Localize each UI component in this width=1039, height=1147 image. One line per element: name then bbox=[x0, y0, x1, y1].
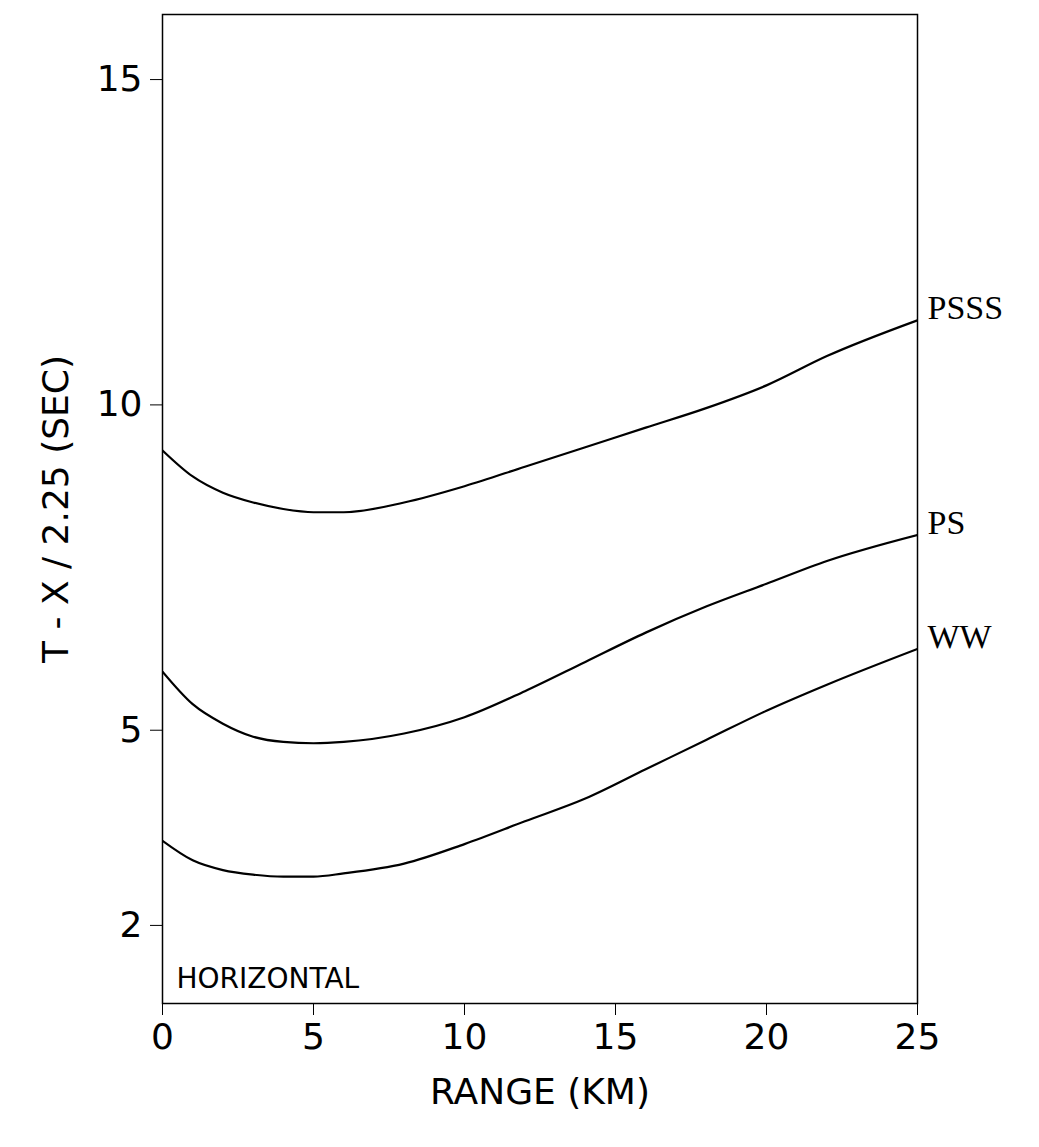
svg-text:HORIZONTAL: HORIZONTAL bbox=[177, 962, 360, 995]
svg-text:RANGE (KM): RANGE (KM) bbox=[430, 1071, 650, 1112]
svg-text:20: 20 bbox=[744, 1016, 790, 1057]
svg-text:10: 10 bbox=[97, 383, 143, 424]
svg-text:2: 2 bbox=[120, 904, 143, 945]
svg-text:PS: PS bbox=[928, 504, 966, 541]
svg-text:0: 0 bbox=[151, 1016, 174, 1057]
svg-text:15: 15 bbox=[593, 1016, 639, 1057]
svg-text:5: 5 bbox=[302, 1016, 325, 1057]
svg-text:WW: WW bbox=[928, 618, 993, 655]
svg-text:5: 5 bbox=[120, 709, 143, 750]
svg-text:10: 10 bbox=[442, 1016, 488, 1057]
svg-text:PSSS: PSSS bbox=[928, 289, 1004, 326]
svg-text:25: 25 bbox=[895, 1016, 941, 1057]
svg-text:15: 15 bbox=[97, 58, 143, 99]
svg-text:T - X / 2.25 (SEC): T - X / 2.25 (SEC) bbox=[35, 355, 76, 664]
